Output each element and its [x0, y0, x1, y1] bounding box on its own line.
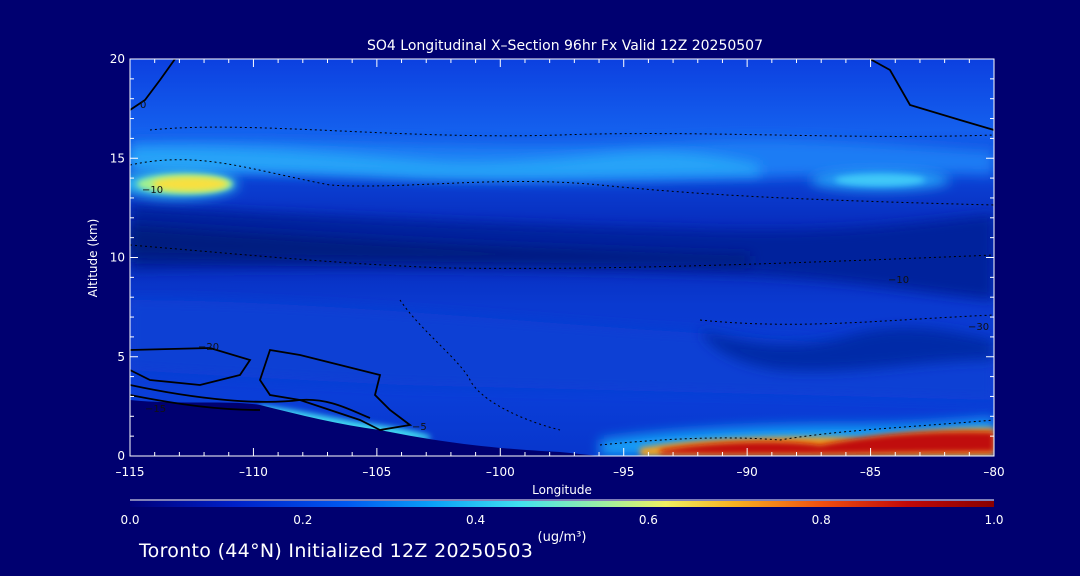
chart-title: SO4 Longitudinal X–Section 96hr Fx Valid…: [367, 38, 763, 54]
y-tick-label: 5: [117, 350, 125, 364]
colorbar-tick-label: 0.0: [120, 513, 139, 527]
y-tick-label: 10: [110, 251, 125, 265]
colorbar-tick-label: 0.2: [293, 513, 312, 527]
contour-label: −15: [145, 404, 166, 415]
contour-label: 0: [140, 100, 146, 111]
colorbar-tick-label: 0.6: [639, 513, 658, 527]
x-tick-label: –90: [737, 465, 758, 479]
y-axis-label: Altitude (km): [86, 219, 100, 298]
colorbar-tick-label: 0.8: [812, 513, 831, 527]
y-tick-label: 15: [110, 151, 125, 165]
colorbar-ticks: 0.0 0.2 0.4 0.6 0.8 1.0: [120, 513, 1003, 527]
y-axis: 0 5 10 15 20: [110, 52, 994, 463]
contour-labels: 0 −10 −15 −20 −5 −30 −10: [140, 100, 989, 433]
y-tick-label: 0: [117, 449, 125, 463]
dashed-contours: [130, 126, 994, 446]
colorbar: [130, 501, 994, 507]
concentration-field: [130, 59, 994, 456]
colorbar-unit: (ug/m³): [538, 530, 587, 545]
x-tick-label: –80: [983, 465, 1004, 479]
contour-label: −30: [968, 322, 989, 333]
colorbar-tick-label: 1.0: [984, 513, 1003, 527]
contour-lines: [130, 59, 994, 431]
x-axis-label: Longitude: [532, 483, 592, 497]
colorbar-tick-label: 0.4: [466, 513, 485, 527]
contour-label: −5: [412, 422, 427, 433]
y-tick-label: 20: [110, 52, 125, 66]
contour-label: −10: [142, 185, 163, 196]
x-tick-label: –100: [486, 465, 515, 479]
x-tick-label: –105: [362, 465, 391, 479]
x-tick-label: –110: [239, 465, 268, 479]
x-tick-label: –95: [613, 465, 634, 479]
x-tick-label: –85: [860, 465, 881, 479]
x-axis: –115 –110 –105 –100 –95 –90 –85 –80: [116, 59, 1005, 479]
x-tick-label: –115: [116, 465, 145, 479]
contour-label: −10: [888, 275, 909, 286]
footer-caption: Toronto (44°N) Initialized 12Z 20250503: [139, 540, 534, 562]
contour-label: −20: [198, 342, 219, 353]
